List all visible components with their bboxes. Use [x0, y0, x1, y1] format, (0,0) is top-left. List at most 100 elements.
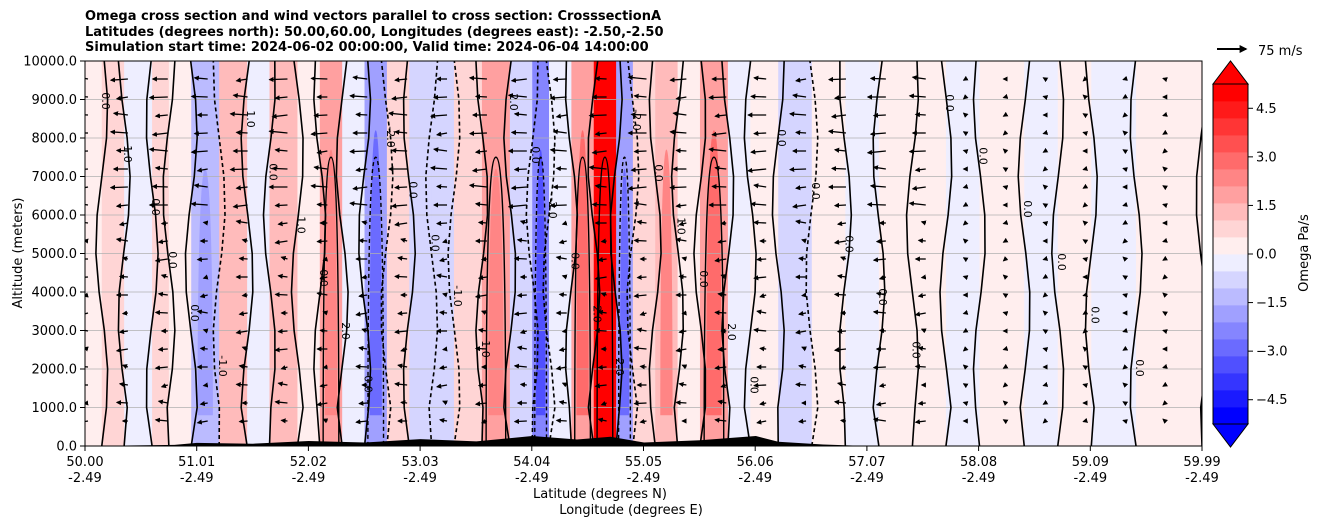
wind-vector [400, 400, 408, 406]
contour-label: 1.0 [294, 216, 307, 234]
wind-vector [672, 111, 687, 117]
wind-vector [154, 365, 168, 371]
wind-vector [917, 238, 926, 244]
x-tick-label-lon: -2.49 [1185, 471, 1219, 486]
wind-vector [361, 220, 368, 226]
wind-vector [753, 275, 767, 281]
chart-title: Omega cross section and wind vectors par… [85, 9, 664, 56]
wind-vector [1082, 94, 1089, 100]
contour-label: 0.0 [429, 234, 442, 252]
wind-vector [1122, 75, 1128, 81]
wind-vector [669, 184, 687, 191]
x-axis-label: Latitude (degrees N) [533, 487, 667, 502]
wind-vector [438, 310, 448, 316]
wind-vector [232, 93, 248, 99]
wind-vector [196, 309, 208, 315]
wind-vector [836, 221, 847, 227]
wind-vector [154, 113, 168, 119]
wind-vector [869, 183, 886, 189]
wind-vector [750, 93, 767, 100]
wind-vector [914, 419, 926, 425]
wind-vector [199, 346, 208, 352]
wind-vector [878, 382, 886, 388]
wind-vector [474, 293, 488, 299]
wind-vector [1002, 167, 1009, 173]
wind-vector [872, 165, 886, 171]
wind-vector [639, 364, 647, 370]
wind-vector [480, 310, 488, 316]
wind-vector [468, 75, 487, 81]
contour-line [262, 61, 276, 446]
x-tick-label-lon: -2.49 [850, 471, 884, 486]
wind-vector [477, 327, 488, 333]
wind-vector [795, 219, 807, 225]
wind-vector [358, 238, 368, 244]
wind-vector [322, 256, 329, 262]
wind-vector [358, 345, 368, 351]
omega-core [536, 149, 546, 416]
wind-vector [1002, 237, 1009, 243]
wind-vector [1122, 256, 1129, 262]
contour-line [1017, 61, 1031, 446]
wind-vector [85, 96, 89, 98]
y-tick-label: 4000.0 [32, 286, 78, 301]
contour-label: -1.0 [451, 285, 464, 306]
x-tick-label-lat: 50.00 [66, 455, 103, 470]
wind-vector [160, 273, 168, 279]
wind-vector [394, 274, 408, 280]
wind-vector [597, 309, 607, 315]
colorbar-segment [1213, 305, 1248, 323]
wind-vector [1002, 185, 1009, 191]
wind-vector [678, 328, 687, 335]
contour-line [534, 156, 548, 446]
contour-line [184, 61, 198, 446]
wind-vector [588, 112, 607, 119]
contour-line [670, 61, 685, 446]
wind-vector [1082, 257, 1089, 263]
wind-vector [241, 238, 248, 244]
contour-line [447, 61, 461, 446]
wind-vector [630, 111, 647, 118]
contour-line [485, 156, 507, 446]
wind-vector [85, 203, 89, 206]
contour-label: 0.0 [188, 304, 201, 322]
wind-vector [588, 165, 607, 171]
wind-vector [920, 328, 927, 334]
wind-vector [1042, 273, 1049, 279]
x-tick-label-lat: 58.08 [960, 455, 997, 470]
wind-vector [1162, 111, 1168, 117]
wind-vector [229, 111, 248, 117]
wind-vector [920, 220, 927, 226]
wind-vector [720, 220, 727, 226]
wind-vector [875, 401, 886, 407]
colorbar-segment [1213, 373, 1248, 391]
wind-vector [115, 95, 128, 101]
wind-vector [872, 257, 886, 263]
wind-vector [319, 382, 328, 389]
wind-vector [274, 292, 288, 298]
wind-vector [1122, 345, 1129, 351]
wind-vector [962, 94, 969, 100]
wind-vector [594, 383, 607, 389]
contour-line [1129, 61, 1143, 446]
wind-vector [1162, 203, 1168, 209]
contour-line [95, 61, 109, 446]
contour-line [596, 156, 614, 446]
wind-vector [238, 311, 248, 317]
colorbar-segment [1213, 356, 1248, 374]
contour-line [939, 61, 953, 446]
wind-vector [477, 275, 488, 281]
wind-vector [558, 292, 567, 298]
wind-vector [513, 311, 527, 317]
wind-vector [833, 399, 847, 405]
wind-vector [753, 75, 767, 81]
wind-vector [1002, 274, 1009, 280]
wind-vector [549, 147, 567, 153]
wind-vector [1162, 418, 1168, 424]
wind-vector [157, 239, 168, 245]
colorbar-tick-label: 3.0 [1256, 150, 1277, 165]
wind-vector [468, 130, 487, 137]
wind-vector [911, 185, 926, 191]
contour-line [322, 156, 340, 446]
wind-vector [597, 364, 607, 370]
